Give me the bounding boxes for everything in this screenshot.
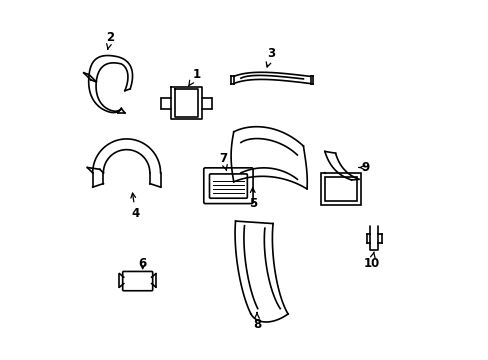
Text: 9: 9 <box>358 161 369 174</box>
Text: 7: 7 <box>219 152 227 171</box>
Text: 8: 8 <box>252 312 261 331</box>
Text: 6: 6 <box>138 257 146 270</box>
Text: 10: 10 <box>363 252 379 270</box>
Bar <box>325 177 356 201</box>
Text: 1: 1 <box>188 68 200 86</box>
Text: 3: 3 <box>265 47 275 67</box>
Text: 5: 5 <box>248 188 256 210</box>
Bar <box>321 173 360 205</box>
Text: 2: 2 <box>106 31 114 49</box>
Text: 4: 4 <box>131 193 140 220</box>
